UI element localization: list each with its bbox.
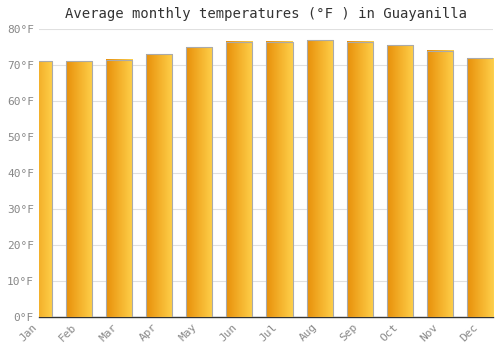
Bar [106, 60, 132, 317]
Bar [186, 47, 212, 317]
Bar [186, 47, 212, 317]
Bar [306, 40, 332, 317]
Bar [346, 42, 372, 317]
Bar [427, 51, 453, 317]
Bar [26, 62, 52, 317]
Bar [226, 42, 252, 317]
Bar [467, 58, 493, 317]
Bar [467, 58, 493, 317]
Bar [346, 42, 372, 317]
Bar [26, 62, 52, 317]
Bar [146, 54, 172, 317]
Bar [306, 40, 332, 317]
Bar [387, 45, 413, 317]
Bar [266, 42, 292, 317]
Bar [226, 42, 252, 317]
Bar [66, 62, 92, 317]
Bar [266, 42, 292, 317]
Bar [146, 54, 172, 317]
Bar [106, 60, 132, 317]
Bar [387, 45, 413, 317]
Bar [427, 51, 453, 317]
Bar [66, 62, 92, 317]
Title: Average monthly temperatures (°F ) in Guayanilla: Average monthly temperatures (°F ) in Gu… [65, 7, 467, 21]
